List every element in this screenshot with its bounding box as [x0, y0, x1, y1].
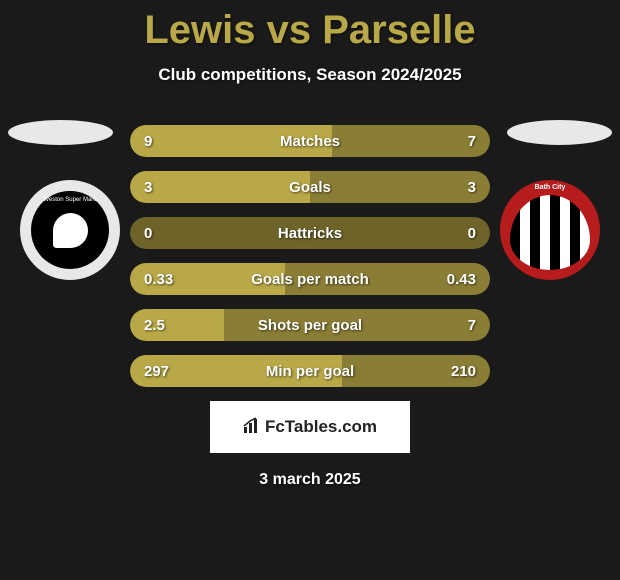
stat-label: Goals [130, 179, 490, 196]
stat-label: Min per goal [130, 363, 490, 380]
stat-row: 0.330.43Goals per match [130, 263, 490, 295]
left-player-marker [8, 120, 113, 145]
watermark-text: FcTables.com [265, 417, 377, 437]
date-label: 3 march 2025 [0, 471, 620, 489]
stat-row: 2.57Shots per goal [130, 309, 490, 341]
stat-label: Matches [130, 133, 490, 150]
stat-row: 97Matches [130, 125, 490, 157]
page-subtitle: Club competitions, Season 2024/2025 [0, 65, 620, 85]
left-team-name: Weston Super Mare [31, 197, 109, 203]
left-team-badge: Weston Super Mare [20, 180, 120, 280]
stat-label: Goals per match [130, 271, 490, 288]
seagull-icon [53, 213, 88, 248]
stat-label: Hattricks [130, 225, 490, 242]
stripes-icon [510, 195, 590, 270]
stat-row: 33Goals [130, 171, 490, 203]
right-team-badge: Bath City [500, 180, 600, 280]
stat-label: Shots per goal [130, 317, 490, 334]
watermark: FcTables.com [210, 401, 410, 453]
chart-icon [243, 417, 261, 438]
right-player-marker [507, 120, 612, 145]
main-content: Weston Super Mare Bath City 97Matches 33G… [0, 125, 620, 489]
stats-container: 97Matches 33Goals 00Hattricks 0.330.43Goals… [130, 125, 490, 387]
stat-row: 00Hattricks [130, 217, 490, 249]
page-title: Lewis vs Parselle [0, 0, 620, 53]
stat-row: 297210Min per goal [130, 355, 490, 387]
